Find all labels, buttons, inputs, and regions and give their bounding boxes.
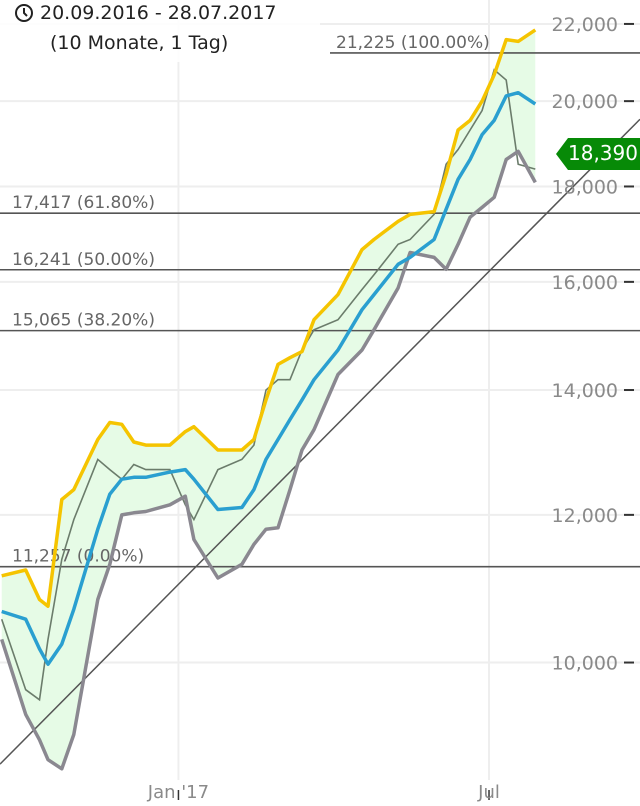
clock-icon <box>15 4 33 22</box>
fibonacci-label: 15,065 (38.20%) <box>12 311 155 331</box>
band-fill <box>1 29 536 769</box>
x-tick-label: Jan '17 <box>147 782 209 803</box>
y-axis: 22,000 20,000 18,000 16,000 14,000 12,000 10,0… <box>552 14 634 675</box>
upper-band-line <box>1 28 537 608</box>
trend-line <box>0 118 640 765</box>
fibonacci-label: 11,257 (0.00%) <box>12 547 144 567</box>
last-price-value: 18,390 <box>568 141 638 165</box>
badge-shape <box>556 138 640 170</box>
y-tick-label: 20,000 <box>552 91 618 113</box>
fibonacci-label: 17,417 (61.80%) <box>12 193 155 213</box>
y-tick-label: 12,000 <box>552 505 618 527</box>
date-range-header: 20.09.2016 - 28.07.2017 (10 Monate, 1 Ta… <box>0 0 320 62</box>
fibonacci-label: 21,225 (100.00%) <box>336 33 490 53</box>
duration-text: (10 Monate, 1 Tag) <box>50 32 229 54</box>
y-tick-label: 14,000 <box>552 380 618 402</box>
fibonacci-label: 16,241 (50.00%) <box>12 250 155 270</box>
y-tick-label: 16,000 <box>552 272 618 294</box>
middle-band-line <box>1 90 537 666</box>
lower-band-line <box>0 149 537 771</box>
y-tick-label: 10,000 <box>552 653 618 675</box>
last-price-badge: 18,390 <box>556 138 640 170</box>
y-tick-label: 22,000 <box>552 14 618 36</box>
date-range-text: 20.09.2016 - 28.07.2017 <box>40 2 277 24</box>
y-tick-label: 18,000 <box>552 176 618 198</box>
x-axis: Jan '17 Jul <box>147 782 500 803</box>
x-tick-label: Jul <box>477 782 500 803</box>
